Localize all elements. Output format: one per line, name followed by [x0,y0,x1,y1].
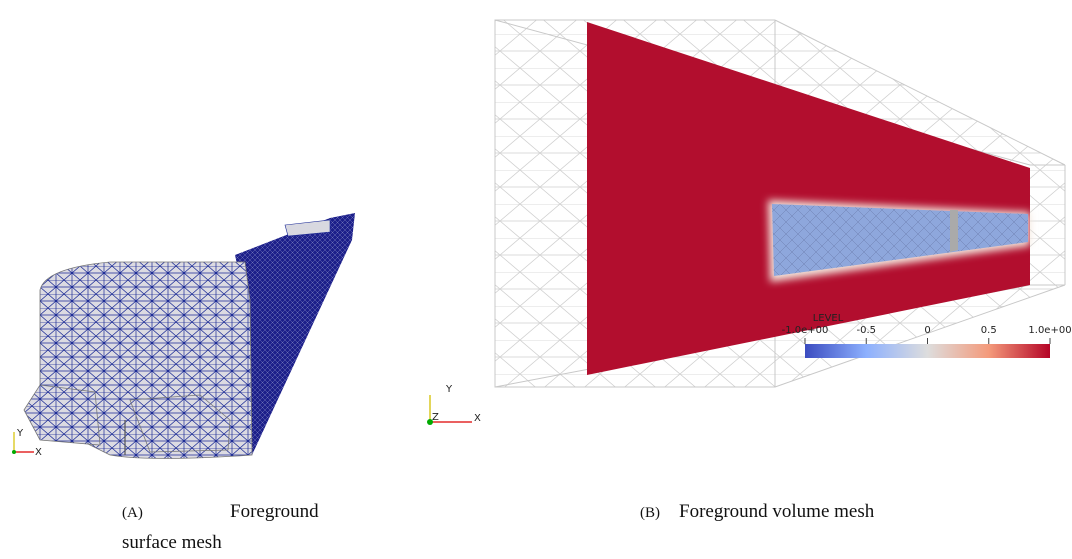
page: Y X LEVEL -1.0e+00-0.500.51.0e+00 Y Z X … [0,0,1072,559]
axis-label: X [474,413,481,424]
colorbar-title: LEVEL [813,313,844,324]
figure: Y X LEVEL -1.0e+00-0.500.51.0e+00 Y Z X … [0,0,1072,559]
caption-label: (B) [640,505,660,521]
axis-label: Z [432,412,439,423]
caption: Foreground volume mesh [679,501,875,522]
caption: Foreground [230,501,319,522]
axis-label: Y [445,384,453,395]
colorbar-tick-label: 0 [924,325,930,336]
colorbar-tick-label: 0.5 [981,325,997,336]
caption-label: (A) [122,505,143,521]
colorbar-tick-label: -1.0e+00 [782,325,829,336]
axis-label: X [35,447,42,458]
colorbar-tick-label: 1.0e+00 [1028,325,1071,336]
colorbar-gradient [805,344,1050,358]
axes-triad-b: Y Z X [427,384,481,425]
axis-label: Y [16,428,24,439]
caption: surface mesh [122,532,222,553]
colorbar-tick-label: -0.5 [856,325,876,336]
volume-mesh-render [495,20,1065,387]
surface-mesh-render [24,213,355,459]
